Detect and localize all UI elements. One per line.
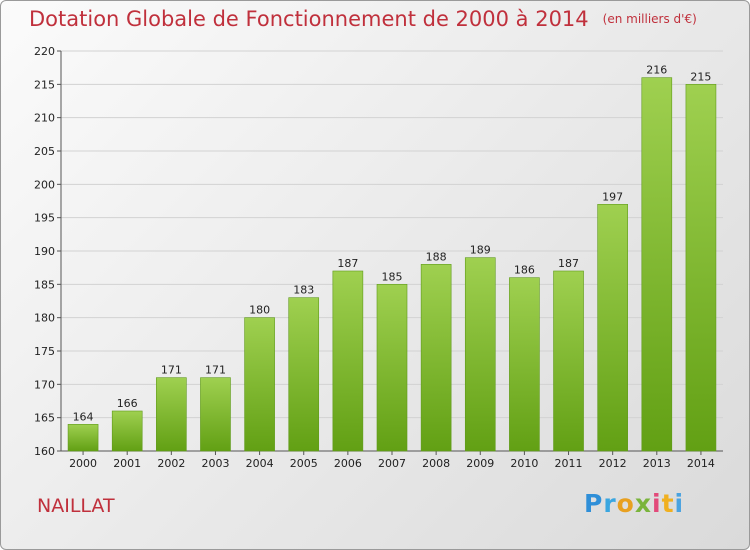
x-tick-label: 2005 xyxy=(290,457,318,470)
data-label: 187 xyxy=(337,257,358,270)
x-tick-label: 2009 xyxy=(466,457,494,470)
bar xyxy=(464,257,496,452)
data-label: 180 xyxy=(249,304,270,317)
y-tick-label: 175 xyxy=(34,345,55,358)
x-tick-label: 2006 xyxy=(334,457,362,470)
y-tick-label: 195 xyxy=(34,212,55,225)
bar xyxy=(597,204,628,452)
logo-letter: x xyxy=(634,489,652,518)
bar xyxy=(376,284,408,452)
y-tick-label: 170 xyxy=(34,378,55,391)
bar xyxy=(288,297,320,452)
data-label: 188 xyxy=(426,250,447,263)
x-tick-label: 2014 xyxy=(687,457,715,470)
data-label: 215 xyxy=(690,70,711,83)
chart-title-text: Dotation Globale de Fonctionnement de 20… xyxy=(29,7,589,31)
bar xyxy=(553,270,584,452)
data-label: 164 xyxy=(73,410,94,423)
bar xyxy=(156,377,187,452)
x-tick-label: 2002 xyxy=(157,457,185,470)
x-tick-label: 2012 xyxy=(599,457,627,470)
y-tick-label: 190 xyxy=(34,245,55,258)
x-tick-label: 2001 xyxy=(113,457,141,470)
x-tick-label: 2007 xyxy=(378,457,406,470)
chart-subtitle: (en milliers d'€) xyxy=(602,12,697,26)
y-tick-label: 220 xyxy=(34,45,55,58)
x-tick-label: 2011 xyxy=(555,457,583,470)
y-tick-label: 215 xyxy=(34,78,55,91)
y-tick-label: 185 xyxy=(34,278,55,291)
data-label: 216 xyxy=(646,64,667,77)
y-tick-label: 165 xyxy=(34,412,55,425)
value-labels: 164 166 171 171 180 183 187 185 188 189 186 187 197 2… xyxy=(73,64,712,424)
y-tick-label: 180 xyxy=(34,312,55,325)
data-label: 183 xyxy=(293,284,314,297)
x-tick-label: 2004 xyxy=(246,457,274,470)
y-tick-label: 200 xyxy=(34,178,55,191)
x-tick-label: 2013 xyxy=(643,457,671,470)
data-label: 171 xyxy=(205,364,226,377)
data-label: 186 xyxy=(514,264,535,277)
x-tick-label: 2000 xyxy=(69,457,97,470)
y-tick-label: 210 xyxy=(34,112,55,125)
y-tick-label: 205 xyxy=(34,145,55,158)
axes: 160 165 170 175 180 185 190 195 200 205 210 215 220 2… xyxy=(34,45,723,470)
bar xyxy=(67,424,99,452)
x-tick-label: 2008 xyxy=(422,457,450,470)
data-label: 197 xyxy=(602,190,623,203)
y-tick-label: 160 xyxy=(34,445,55,458)
bar xyxy=(332,270,364,452)
data-label: 189 xyxy=(470,244,491,257)
x-tick-label: 2003 xyxy=(201,457,229,470)
bar xyxy=(111,410,143,452)
x-tick-label: 2010 xyxy=(510,457,538,470)
bar xyxy=(200,377,231,452)
data-label: 185 xyxy=(382,270,403,283)
data-label: 166 xyxy=(117,397,138,410)
bar xyxy=(420,264,452,452)
data-label: 187 xyxy=(558,257,579,270)
town-name: NAILLAT xyxy=(37,495,115,517)
bar xyxy=(244,317,275,452)
data-label: 171 xyxy=(161,364,182,377)
bar xyxy=(685,84,717,452)
proxiti-logo: Proxiti xyxy=(584,489,684,518)
logo-letter: o xyxy=(616,489,635,518)
bar xyxy=(509,277,540,452)
logo-letter: i xyxy=(674,489,685,518)
logo-letter: i xyxy=(652,489,662,518)
chart-title: Dotation Globale de Fonctionnement de 20… xyxy=(29,7,697,31)
logo-letter: P xyxy=(584,489,604,518)
bars xyxy=(67,77,717,452)
logo-letter: t xyxy=(661,489,675,518)
bar xyxy=(641,77,673,452)
logo-letter: r xyxy=(603,489,617,518)
